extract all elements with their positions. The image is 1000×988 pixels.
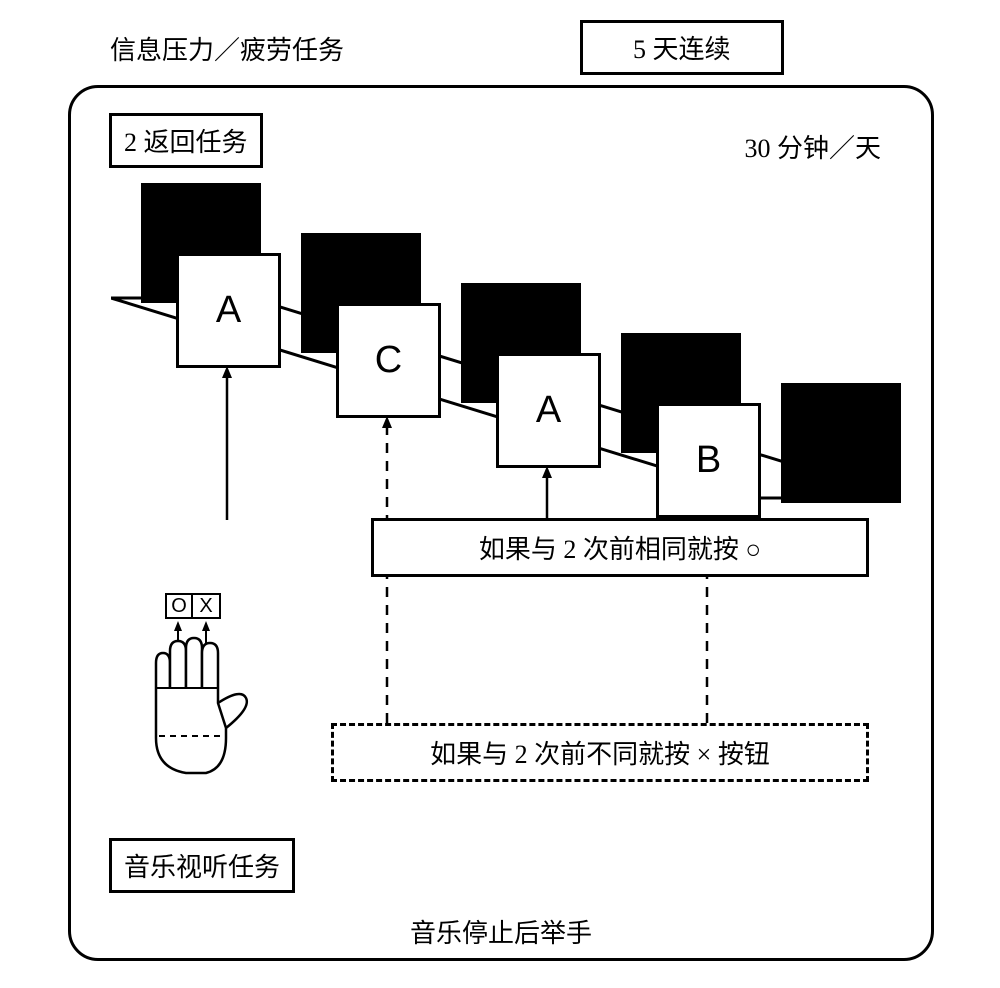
header-title: 信息压力／疲劳任务 bbox=[110, 30, 344, 67]
rule-same-box: 如果与 2 次前相同就按 ○ bbox=[371, 518, 869, 577]
return-task-label: 2 返回任务 bbox=[109, 113, 263, 168]
music-task-label: 音乐视听任务 bbox=[109, 838, 295, 893]
card-back bbox=[781, 383, 901, 503]
nback-diagram: A C A B 如果与 2 次前相同就按 ○ 如果与 2 次前不同就按 × 按钮 bbox=[111, 183, 901, 603]
hand-icon bbox=[131, 593, 291, 793]
hand-diagram: O X bbox=[131, 593, 291, 793]
card-letter: A bbox=[496, 353, 601, 468]
card-letter: C bbox=[336, 303, 441, 418]
page: 信息压力／疲劳任务 5 天连续 2 返回任务 30 分钟／天 bbox=[20, 20, 980, 968]
rule-diff-box: 如果与 2 次前不同就按 × 按钮 bbox=[331, 723, 869, 782]
card-letter: A bbox=[176, 253, 281, 368]
per-day-duration: 30 分钟／天 bbox=[744, 128, 881, 165]
music-instruction: 音乐停止后举手 bbox=[71, 913, 931, 950]
main-panel: 2 返回任务 30 分钟／天 A bbox=[68, 85, 934, 961]
header-days-box: 5 天连续 bbox=[580, 20, 784, 75]
card-letter: B bbox=[656, 403, 761, 518]
